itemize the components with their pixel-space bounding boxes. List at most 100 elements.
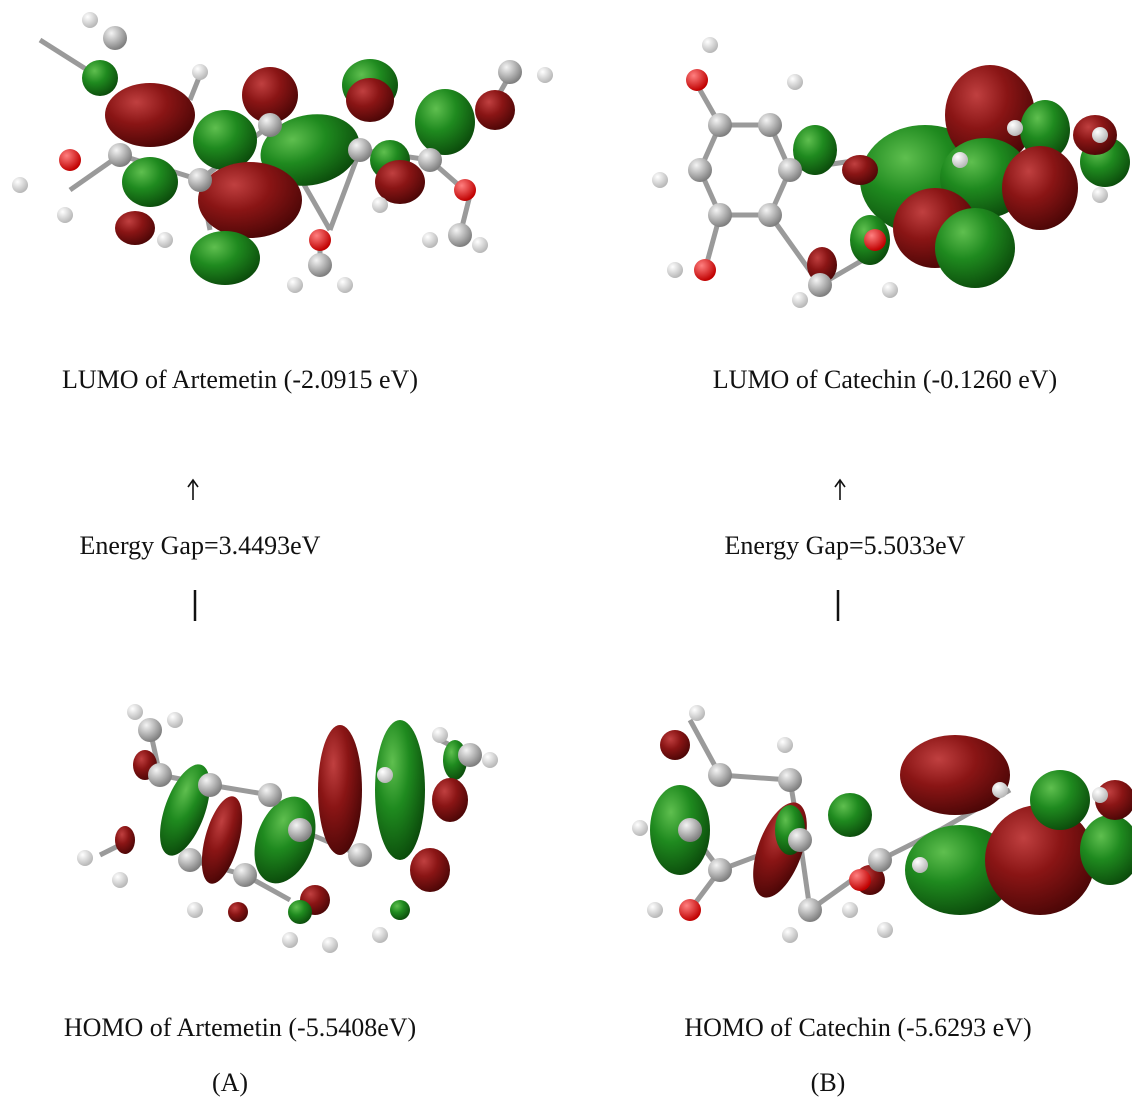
atom [178,848,202,872]
atom [422,232,438,248]
atom [282,932,298,948]
atom [849,869,871,891]
orbital-lobe [288,900,312,924]
atom [702,37,718,53]
atom [647,902,663,918]
atom [808,273,832,297]
up-arrow [188,480,845,500]
orbital-lobe [375,720,425,860]
atom [952,152,968,168]
atom [679,899,701,921]
atom [233,863,257,887]
atom [912,857,928,873]
atom [187,902,203,918]
atom [103,26,127,50]
atom [138,718,162,742]
atom [787,74,803,90]
atom [632,820,648,836]
atom [798,898,822,922]
atom [708,113,732,137]
lumo-label: LUMO of Artemetin (-2.0915 eV) [62,365,418,394]
atom [652,172,668,188]
atom [708,763,732,787]
atom [127,704,143,720]
atom [82,12,98,28]
atom [59,149,81,171]
atom [348,843,372,867]
atom [348,138,372,162]
atom [778,768,802,792]
atom [372,927,388,943]
atom [198,773,222,797]
lumo-label: LUMO of Catechin (-0.1260 eV) [713,365,1057,394]
atom [694,259,716,281]
figure: LUMO of Artemetin (-2.0915 eV) LUMO of C… [0,0,1132,1101]
atom [882,282,898,298]
orbital-lobe [122,157,178,207]
atom [258,783,282,807]
atom [112,872,128,888]
atom [482,752,498,768]
atom [537,67,553,83]
atom [108,143,132,167]
atom [377,767,393,783]
atom [157,232,173,248]
orbital-lobe [475,90,515,130]
atom [498,60,522,84]
atom [758,203,782,227]
orbital-lobe [228,902,248,922]
orbital-lobe [115,826,135,854]
molecule-art [12,12,1132,953]
atom [1092,127,1108,143]
atom [322,937,338,953]
atom [842,902,858,918]
atom [688,158,712,182]
atom [372,197,388,213]
orbital-lobe [935,208,1015,288]
atom [287,277,303,293]
atom [778,158,802,182]
orbital-lobe [390,900,410,920]
atom [758,113,782,137]
atom [708,858,732,882]
atom [454,179,476,201]
orbital-lobe [1002,146,1078,230]
atom [148,763,172,787]
atom [309,229,331,251]
orbital-lobe [842,155,878,185]
atom [1092,187,1108,203]
atom [472,237,488,253]
orbital-lobe [190,231,260,285]
atom [992,782,1008,798]
orbital-lobe [660,730,690,760]
orbital-lobe [82,60,118,96]
orbital-lobe [346,78,394,122]
atom [167,712,183,728]
orbital-lobe [415,89,475,155]
atom [667,262,683,278]
atom [1092,787,1108,803]
atom [448,223,472,247]
atom [288,818,312,842]
orbital-lobe [375,160,425,204]
atom [188,168,212,192]
atom [77,850,93,866]
atom [708,203,732,227]
gap-label: Energy Gap=3.4493eV [80,531,321,560]
atom [788,828,812,852]
atom [308,253,332,277]
orbital-lobe [432,778,468,822]
atom [337,277,353,293]
homo-label: HOMO of Artemetin (-5.5408eV) [64,1013,416,1042]
orbital-lobe [900,735,1010,815]
atom [777,737,793,753]
orbital-lobe [828,793,872,837]
atom [258,113,282,137]
atom [12,177,28,193]
orbital-lobe [198,162,302,238]
atom [57,207,73,223]
atom [678,818,702,842]
panel-label: (A) [212,1068,248,1097]
atom [432,727,448,743]
panel-label: (B) [811,1068,846,1097]
